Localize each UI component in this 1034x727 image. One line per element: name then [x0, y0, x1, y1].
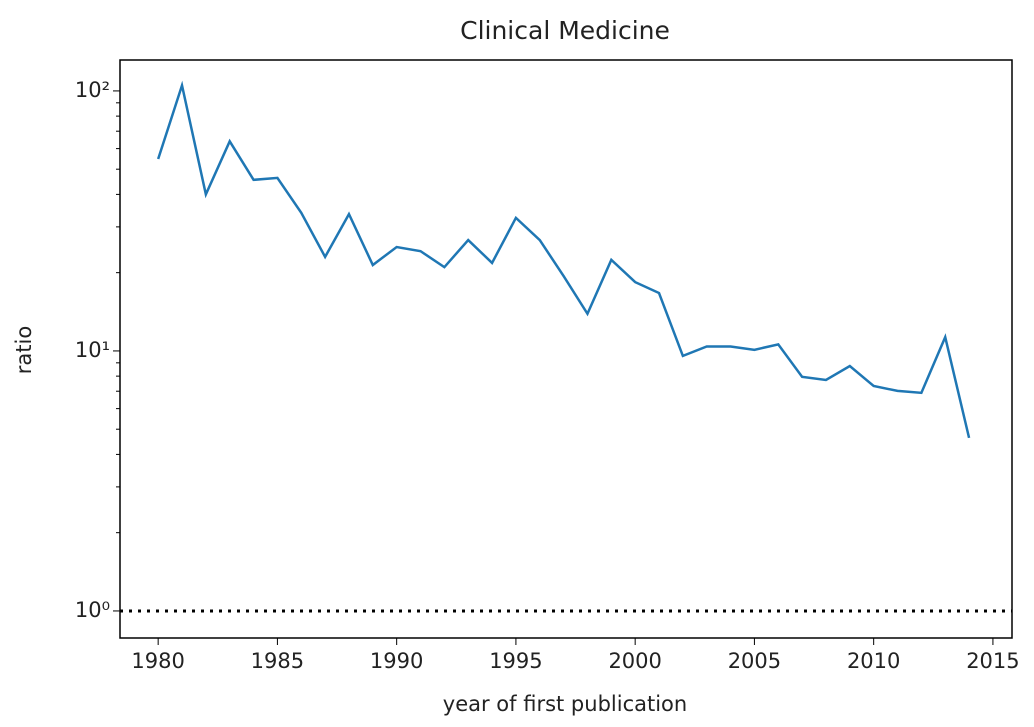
x-tick-label: 2005: [728, 649, 781, 673]
x-tick-label: 2015: [966, 649, 1019, 673]
x-axis-label: year of first publication: [443, 692, 687, 716]
y-tick-label: 10⁰: [75, 598, 110, 622]
y-tick-label: 10¹: [75, 338, 110, 362]
x-tick-label: 2010: [847, 649, 900, 673]
plot-frame: [119, 59, 1013, 639]
x-tick-label: 2000: [608, 649, 661, 673]
y-axis-label: ratio: [12, 326, 36, 374]
x-tick-label: 1990: [370, 649, 423, 673]
x-tick-label: 1985: [251, 649, 304, 673]
x-tick-label: 1980: [131, 649, 184, 673]
line-series: [156, 80, 971, 439]
chart-title: Clinical Medicine: [460, 16, 670, 45]
y-tick-label: 10²: [75, 78, 110, 102]
x-tick-label: 1995: [489, 649, 542, 673]
